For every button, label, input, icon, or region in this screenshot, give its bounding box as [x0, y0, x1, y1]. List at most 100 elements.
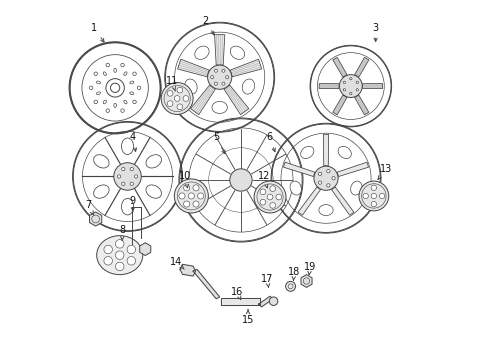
- Ellipse shape: [350, 181, 361, 195]
- Circle shape: [370, 185, 376, 190]
- Ellipse shape: [145, 155, 161, 168]
- Circle shape: [177, 87, 183, 93]
- Circle shape: [275, 194, 281, 200]
- Polygon shape: [224, 85, 248, 114]
- Text: 15: 15: [242, 310, 254, 325]
- Circle shape: [331, 176, 334, 180]
- Ellipse shape: [194, 46, 209, 59]
- Polygon shape: [319, 84, 338, 89]
- Ellipse shape: [212, 102, 227, 113]
- Circle shape: [89, 86, 93, 90]
- Circle shape: [183, 185, 189, 191]
- Text: 10: 10: [179, 171, 191, 188]
- Circle shape: [266, 194, 272, 200]
- Circle shape: [207, 65, 231, 89]
- Circle shape: [121, 109, 124, 112]
- Polygon shape: [301, 275, 311, 287]
- Ellipse shape: [97, 236, 142, 275]
- Circle shape: [355, 89, 358, 91]
- Polygon shape: [354, 57, 368, 77]
- Polygon shape: [323, 134, 328, 166]
- Polygon shape: [332, 95, 346, 115]
- Circle shape: [269, 297, 277, 306]
- Polygon shape: [258, 296, 272, 307]
- Circle shape: [94, 72, 97, 76]
- Ellipse shape: [129, 92, 134, 95]
- Circle shape: [254, 181, 285, 213]
- Circle shape: [260, 199, 265, 205]
- Circle shape: [134, 175, 138, 178]
- Ellipse shape: [318, 204, 332, 216]
- Circle shape: [222, 69, 224, 72]
- Circle shape: [115, 240, 124, 248]
- Circle shape: [103, 257, 112, 265]
- Ellipse shape: [337, 146, 351, 158]
- Circle shape: [260, 189, 265, 195]
- Polygon shape: [177, 59, 209, 77]
- Circle shape: [115, 251, 124, 260]
- Circle shape: [115, 262, 124, 271]
- Ellipse shape: [123, 100, 127, 104]
- Polygon shape: [332, 57, 346, 77]
- Circle shape: [197, 193, 203, 199]
- Circle shape: [339, 75, 362, 98]
- Ellipse shape: [230, 46, 244, 59]
- Ellipse shape: [96, 81, 100, 84]
- Circle shape: [183, 201, 189, 207]
- Circle shape: [114, 163, 141, 190]
- Circle shape: [167, 101, 173, 107]
- Ellipse shape: [121, 138, 133, 154]
- Text: 3: 3: [372, 23, 378, 41]
- Circle shape: [106, 63, 109, 67]
- Circle shape: [210, 76, 213, 79]
- Polygon shape: [337, 162, 368, 176]
- Circle shape: [117, 175, 121, 178]
- Polygon shape: [331, 187, 353, 215]
- Text: 18: 18: [287, 267, 300, 280]
- Circle shape: [313, 166, 337, 190]
- Circle shape: [174, 179, 208, 213]
- Polygon shape: [362, 84, 382, 89]
- Text: 1: 1: [91, 23, 104, 42]
- Circle shape: [349, 93, 351, 95]
- Text: 14: 14: [170, 257, 184, 269]
- Ellipse shape: [129, 81, 134, 84]
- Circle shape: [127, 245, 135, 254]
- Ellipse shape: [184, 79, 197, 94]
- Circle shape: [179, 193, 184, 199]
- Polygon shape: [193, 269, 219, 299]
- Ellipse shape: [96, 92, 100, 95]
- Circle shape: [343, 81, 345, 84]
- Circle shape: [177, 104, 183, 110]
- Circle shape: [193, 201, 199, 207]
- Circle shape: [229, 169, 252, 191]
- Circle shape: [94, 100, 97, 104]
- Circle shape: [121, 63, 124, 67]
- Circle shape: [214, 82, 217, 85]
- Circle shape: [222, 82, 224, 85]
- Text: 13: 13: [377, 165, 391, 179]
- Ellipse shape: [121, 198, 133, 215]
- Circle shape: [285, 282, 295, 291]
- Text: 11: 11: [165, 76, 178, 91]
- Circle shape: [326, 184, 329, 187]
- Polygon shape: [230, 59, 261, 77]
- Circle shape: [130, 167, 133, 171]
- Polygon shape: [283, 162, 314, 176]
- Text: 8: 8: [119, 225, 125, 240]
- Circle shape: [137, 86, 141, 90]
- Ellipse shape: [93, 185, 109, 198]
- Polygon shape: [214, 35, 224, 65]
- Circle shape: [161, 82, 193, 114]
- Ellipse shape: [103, 100, 106, 104]
- Polygon shape: [140, 243, 150, 256]
- Polygon shape: [221, 298, 260, 305]
- Circle shape: [132, 72, 136, 76]
- Circle shape: [358, 181, 388, 211]
- Text: 6: 6: [265, 132, 275, 152]
- Text: 16: 16: [231, 287, 243, 300]
- Circle shape: [326, 170, 329, 173]
- Ellipse shape: [93, 155, 109, 168]
- Circle shape: [318, 181, 321, 184]
- Circle shape: [343, 89, 345, 91]
